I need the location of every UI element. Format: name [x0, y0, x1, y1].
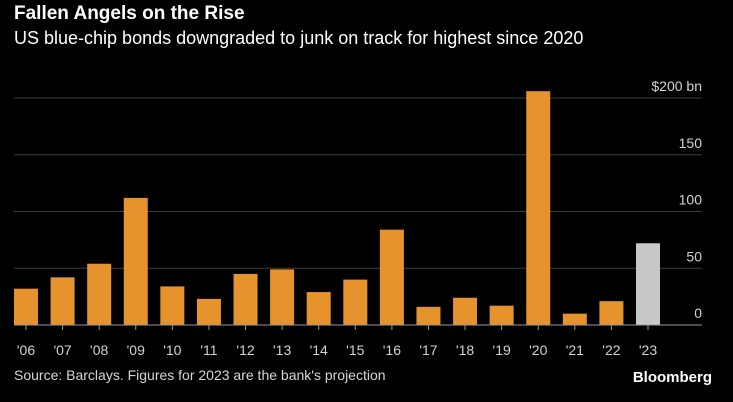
bar-18: [453, 297, 478, 325]
x-tick-label: '16: [383, 342, 401, 358]
y-tick-label: 50: [686, 248, 702, 264]
bar-07: [50, 277, 75, 325]
bar-16: [379, 229, 404, 325]
x-tick-label: '12: [236, 342, 254, 358]
x-tick-label: '14: [310, 342, 328, 358]
bar-12: [233, 273, 258, 325]
x-axis: [14, 324, 702, 330]
y-tick-label: 150: [679, 135, 703, 151]
source-note: Source: Barclays. Figures for 2023 are t…: [14, 367, 386, 383]
x-tick-label: '11: [200, 342, 217, 358]
bar-11: [196, 298, 221, 325]
bar-15: [343, 279, 368, 325]
x-tick-label: '07: [53, 342, 71, 358]
x-tick-label: '18: [456, 342, 474, 358]
bar-19: [489, 305, 514, 325]
bar-21: [562, 313, 587, 325]
bar-17: [416, 306, 441, 325]
x-tick-label: '08: [90, 342, 108, 358]
bar-06: [14, 288, 38, 325]
bars: [14, 91, 660, 325]
x-tick-label: '20: [529, 342, 547, 358]
bar-08: [87, 263, 112, 325]
y-tick-label: 100: [679, 192, 703, 208]
y-tick-label: 0: [694, 305, 702, 321]
bar-22: [599, 301, 624, 325]
x-tick-label: '13: [273, 342, 291, 358]
chart-subtitle: US blue-chip bonds downgraded to junk on…: [14, 28, 584, 48]
x-tick-label: '21: [566, 342, 584, 358]
bar-20: [526, 91, 551, 325]
x-tick-label: '09: [127, 342, 145, 358]
bar-09: [123, 197, 148, 325]
x-tick-label: '06: [17, 342, 35, 358]
x-tick-label: '10: [163, 342, 181, 358]
bar-23: [636, 243, 660, 325]
y-tick-label: $200 bn: [651, 78, 702, 94]
bloomberg-logo: Bloomberg: [632, 369, 712, 386]
gridlines: [14, 97, 702, 269]
x-tick-label: '19: [493, 342, 511, 358]
x-tick-label: '17: [419, 342, 437, 358]
y-axis-labels: 0 50 100 150 $200 bn: [651, 78, 702, 321]
bar-10: [160, 286, 185, 325]
x-tick-label: '23: [639, 342, 657, 358]
x-tick-label: '22: [602, 342, 620, 358]
bar-13: [270, 269, 295, 325]
bar-14: [306, 292, 331, 325]
x-axis-labels: '06 '07 '08 '09 '10 '11 '12 '13 '14 '15 '16 '17 '18 '…: [17, 342, 657, 358]
x-tick-label: '15: [346, 342, 364, 358]
chart-title: Fallen Angels on the Rise: [14, 3, 245, 24]
